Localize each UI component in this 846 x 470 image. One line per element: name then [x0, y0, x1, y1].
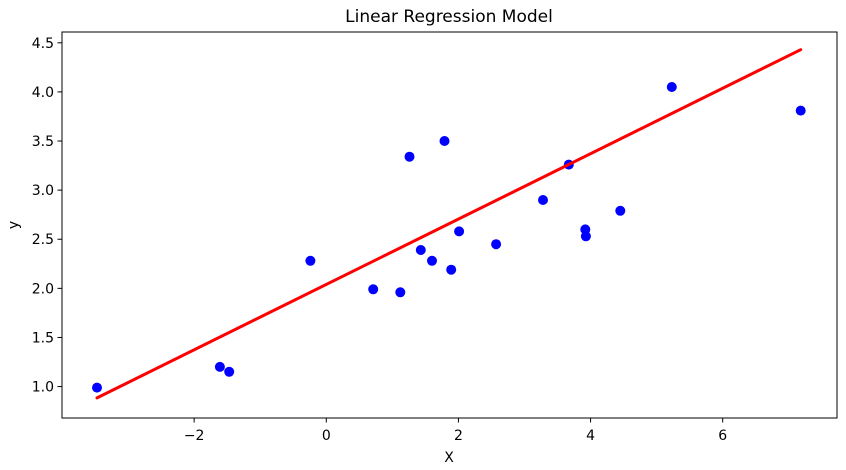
- y-axis-ticks: 1.0 1.5 2.0 2.5 3.0 3.5 4.0 4.5: [32, 36, 62, 396]
- y-tick-label: 2.0: [32, 281, 54, 297]
- data-point: [214, 361, 225, 372]
- x-axis-label: X: [444, 450, 454, 466]
- data-point: [439, 136, 450, 146]
- data-point: [795, 105, 806, 116]
- data-point: [368, 284, 379, 295]
- x-tick-label: 4: [586, 428, 595, 444]
- data-point: [92, 382, 102, 393]
- y-axis-label: y: [6, 221, 22, 229]
- y-tick-label: 2.5: [32, 232, 54, 248]
- data-point: [454, 226, 465, 237]
- x-axis-ticks: −2 0 2 4 6: [184, 418, 727, 444]
- data-point: [415, 245, 426, 255]
- chart-title: Linear Regression Model: [345, 7, 553, 27]
- y-tick-label: 4.0: [32, 85, 54, 101]
- plot-series: [92, 48, 806, 400]
- data-point: [404, 151, 415, 162]
- x-tick-label: 0: [322, 428, 331, 444]
- y-tick-label: 4.5: [32, 36, 54, 52]
- data-point: [446, 264, 457, 275]
- x-tick-label: 6: [718, 428, 727, 444]
- x-tick-label: 2: [454, 428, 463, 444]
- plot-area-border: [61, 31, 838, 419]
- y-tick-label: 1.5: [32, 330, 54, 346]
- y-tick-label: 1.0: [32, 380, 54, 396]
- data-point: [395, 287, 406, 298]
- data-point: [427, 255, 437, 266]
- x-tick-label: −2: [184, 428, 205, 444]
- data-point: [615, 205, 626, 216]
- data-point: [580, 231, 591, 242]
- data-point: [538, 195, 548, 205]
- data-point: [305, 255, 316, 266]
- data-point: [666, 82, 677, 92]
- regression-line: [95, 48, 803, 400]
- data-point: [224, 366, 235, 377]
- data-point: [491, 239, 502, 250]
- y-tick-label: 3.5: [32, 134, 54, 150]
- y-tick-label: 3.0: [32, 183, 54, 199]
